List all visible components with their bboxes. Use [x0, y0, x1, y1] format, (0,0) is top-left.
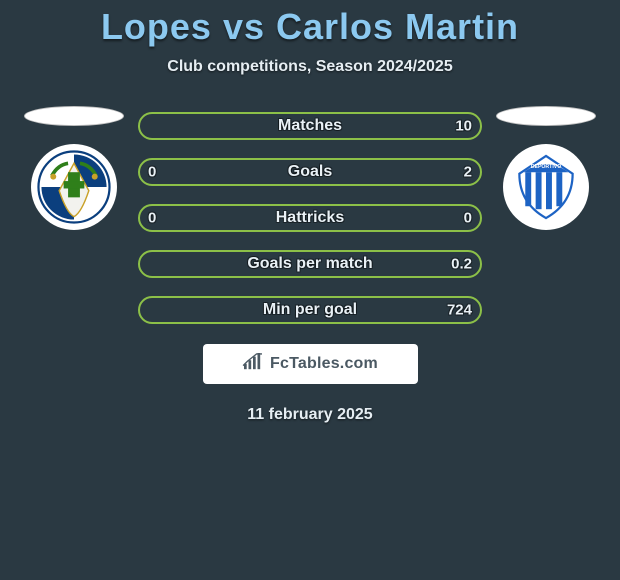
stat-label: Hattricks	[276, 209, 344, 227]
leganes-crest	[31, 144, 117, 230]
stat-label: Goals per match	[247, 255, 372, 273]
stat-label: Matches	[278, 117, 342, 135]
stat-right-value: 0	[464, 210, 472, 227]
stat-right-value: 10	[455, 118, 472, 135]
brand-badge[interactable]: FcTables.com	[203, 344, 418, 384]
alaves-crest: DEPORTIVO	[503, 144, 589, 230]
stat-label: Min per goal	[263, 301, 357, 319]
stat-right-value: 2	[464, 164, 472, 181]
comparison-panel: Matches 10 0 Goals 2 0 Hattricks 0 Goals…	[10, 106, 610, 324]
player-right-flag	[496, 106, 596, 126]
player-right-column: DEPORTIVO	[496, 106, 596, 230]
stat-row-goals-per-match: Goals per match 0.2	[138, 250, 482, 278]
player-left-flag	[24, 106, 124, 126]
snapshot-date: 11 february 2025	[10, 406, 610, 424]
brand-text: FcTables.com	[270, 355, 378, 373]
player-left-column	[24, 106, 124, 230]
stat-left-value: 0	[148, 164, 156, 181]
stat-right-value: 724	[447, 302, 472, 319]
stat-right-value: 0.2	[451, 256, 472, 273]
stat-left-value: 0	[148, 210, 156, 227]
bar-chart-icon	[242, 353, 264, 376]
alaves-crest-icon: DEPORTIVO	[509, 150, 583, 224]
stat-row-min-per-goal: Min per goal 724	[138, 296, 482, 324]
page-title: Lopes vs Carlos Martin	[10, 0, 610, 58]
svg-text:DEPORTIVO: DEPORTIVO	[531, 164, 561, 170]
stat-row-hattricks: 0 Hattricks 0	[138, 204, 482, 232]
stat-row-goals: 0 Goals 2	[138, 158, 482, 186]
stat-label: Goals	[288, 163, 332, 181]
stats-column: Matches 10 0 Goals 2 0 Hattricks 0 Goals…	[138, 112, 482, 324]
leganes-crest-icon	[37, 150, 111, 224]
stat-row-matches: Matches 10	[138, 112, 482, 140]
season-subtitle: Club competitions, Season 2024/2025	[10, 58, 610, 76]
